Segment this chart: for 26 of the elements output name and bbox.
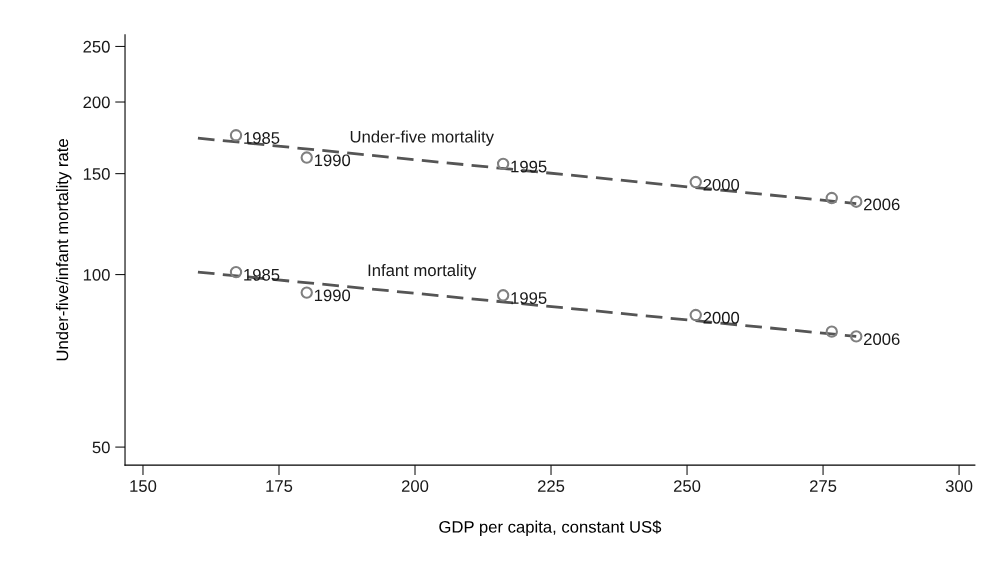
x-tick-label: 175 — [266, 480, 293, 492]
annotation: 2006 — [864, 333, 900, 346]
y-tick-label: 50 — [92, 441, 110, 454]
x-tick-label: 225 — [537, 480, 565, 492]
annotation: 1990 — [314, 289, 351, 302]
y-axis-title: Under-five/infant mortality rate — [55, 139, 72, 361]
annotation: 2000 — [703, 178, 740, 191]
y-tick-label: 250 — [83, 40, 110, 53]
annotation: 1995 — [511, 292, 547, 304]
x-tick-label: 200 — [401, 480, 429, 492]
x-tick-label: 275 — [809, 480, 837, 492]
annotation: 1985 — [244, 132, 280, 144]
x-tick-label: 150 — [130, 480, 157, 492]
y-tick-label: 150 — [83, 168, 110, 180]
y-tick-label: 200 — [83, 96, 110, 109]
y-tick-label: 100 — [83, 268, 110, 281]
annotation: 2006 — [864, 198, 900, 211]
annotation: 1985 — [244, 268, 280, 281]
x-axis-title: GDP per capita, constant US$ — [439, 520, 662, 537]
annotation: 1990 — [314, 154, 351, 167]
annotation: 2000 — [703, 311, 740, 324]
annotation: 1995 — [511, 160, 547, 173]
series-label: Under-five mortality — [350, 130, 494, 146]
x-tick-label: 300 — [945, 480, 973, 492]
x-tick-label: 250 — [673, 480, 701, 492]
series-label: Infant mortality — [368, 263, 477, 280]
